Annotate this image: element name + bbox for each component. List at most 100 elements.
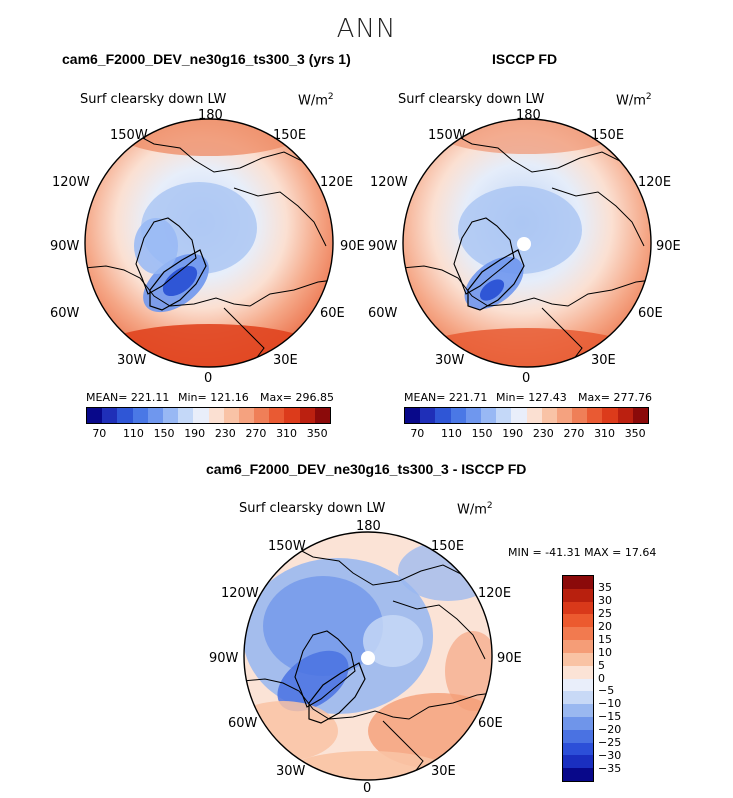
panel-1-lon-150e: 150E bbox=[273, 128, 307, 143]
panel-2-title: ISCCP FD bbox=[492, 51, 558, 67]
season-title: ANN bbox=[336, 14, 397, 44]
panel-1-colorbar-tick-label: 350 bbox=[306, 427, 328, 440]
panel-2-lon-60e: 60E bbox=[638, 306, 663, 321]
panel-1-lon-90e: 90E bbox=[340, 239, 365, 254]
panel-3-colorbar-swatch bbox=[563, 576, 593, 589]
panel-3-colorbar-swatch bbox=[563, 729, 593, 743]
panel-2-lon-120w: 120W bbox=[370, 175, 408, 190]
panel-1-colorbar-swatch bbox=[284, 408, 300, 423]
panel-3-colorbar-tick-label: −35 bbox=[598, 762, 622, 776]
panel-2-colorbar-tick-label: 230 bbox=[532, 427, 554, 440]
panel-3-colorbar-tick-label: −5 bbox=[598, 684, 615, 698]
panel-2-colorbar-swatch bbox=[526, 408, 542, 423]
panel-3-colorbar-tick-label: −10 bbox=[598, 697, 622, 711]
panel-3-colorbar-swatch bbox=[563, 640, 593, 653]
panel-1-colorbar-tick-label: 190 bbox=[184, 427, 206, 440]
panel-2-lon-90w: 90W bbox=[368, 239, 398, 254]
panel-1-lon-60e: 60E bbox=[320, 306, 345, 321]
panel-3-colorbar-swatch bbox=[563, 601, 593, 615]
panel-1-colorbar-tick-label: 230 bbox=[214, 427, 236, 440]
panel-3-colorbar-swatch bbox=[563, 614, 593, 628]
panel-1-lon-180: 180 bbox=[198, 108, 223, 123]
panel-3-colorbar-tick-label: 20 bbox=[598, 619, 612, 633]
panel-2-colorbar-tick-label: 70 bbox=[410, 427, 425, 440]
panel-1-lon-150w: 150W bbox=[110, 128, 148, 143]
panel-2-lon-120e: 120E bbox=[638, 175, 672, 190]
panel-1-colorbar-swatch bbox=[208, 408, 224, 423]
panel-3-colorbar-swatch bbox=[563, 755, 593, 769]
panel-1-colorbar-swatch bbox=[117, 408, 133, 423]
panel-1-colorbar-tick-label: 150 bbox=[153, 427, 175, 440]
panel-3-lon-30w: 30W bbox=[276, 764, 306, 779]
panel-2-colorbar-ticks: 70 110 150 190 230 270 310 350 bbox=[404, 427, 649, 441]
panel-1-mean: MEAN= 221.11 bbox=[86, 391, 170, 404]
panel-2-lon-90e: 90E bbox=[656, 239, 681, 254]
panel-3-colorbar-swatch bbox=[563, 627, 593, 641]
panel-1-lon-120w: 120W bbox=[52, 175, 90, 190]
panel-3-colorbar-tick-label: −30 bbox=[598, 749, 622, 763]
panel-2-min: Min= 127.43 bbox=[496, 391, 567, 404]
panel-1-colorbar-tick-label: 110 bbox=[122, 427, 144, 440]
panel-3-colorbar-swatch bbox=[563, 678, 593, 692]
panel-1-max: Max= 296.85 bbox=[260, 391, 334, 404]
panel-3-lon-180: 180 bbox=[356, 519, 381, 534]
panel-3-colorbar-tick-label: −15 bbox=[598, 710, 622, 724]
panel-2-colorbar-swatch bbox=[496, 408, 512, 423]
panel-2-units: W/m2 bbox=[616, 92, 652, 109]
panel-1-colorbar-tick-label: 70 bbox=[92, 427, 107, 440]
panel-3-colorbar-tick-label: 35 bbox=[598, 580, 612, 594]
panel-1-units: W/m2 bbox=[298, 92, 334, 109]
panel-3-colorbar-ticks: 35 30 25 20 15 10 5 0 −5 −10 −15 −20 −25 −30 −35 bbox=[598, 575, 638, 782]
panel-2-lon-0: 0 bbox=[522, 371, 531, 386]
panel-2-polar-map bbox=[402, 118, 652, 368]
panel-3-variable-label: Surf clearsky down LW bbox=[239, 501, 386, 516]
panel-1-variable-label: Surf clearsky down LW bbox=[80, 92, 227, 107]
panel-2-colorbar-tick-label: 150 bbox=[471, 427, 493, 440]
panel-1-lon-90w: 90W bbox=[50, 239, 80, 254]
panel-2-colorbar-swatch bbox=[541, 408, 557, 423]
panel-3-colorbar-swatch bbox=[563, 704, 593, 717]
panel-2-colorbar-swatch bbox=[617, 408, 633, 423]
panel-3-lon-30e: 30E bbox=[431, 764, 456, 779]
panel-1-colorbar-tick-label: 270 bbox=[245, 427, 267, 440]
panel-2-colorbar bbox=[404, 407, 649, 424]
panel-2-colorbar-swatch bbox=[587, 408, 603, 423]
panel-1-colorbar-swatch bbox=[162, 408, 179, 423]
panel-1-colorbar-tick-label: 310 bbox=[276, 427, 298, 440]
panel-2-colorbar-swatch bbox=[632, 408, 648, 423]
panel-3-colorbar-tick-label: 25 bbox=[598, 606, 612, 620]
panel-2-colorbar-swatch bbox=[435, 408, 451, 423]
panel-3-colorbar-swatch bbox=[563, 742, 593, 756]
panel-1-polar-map bbox=[84, 118, 334, 368]
panel-1-colorbar-swatch bbox=[178, 408, 194, 423]
panel-3-colorbar-swatch bbox=[563, 768, 593, 781]
panel-3-colorbar-swatch bbox=[563, 665, 593, 679]
panel-1-lon-120e: 120E bbox=[320, 175, 354, 190]
panel-3-lon-120w: 120W bbox=[221, 586, 259, 601]
panel-3-colorbar-tick-label: 10 bbox=[598, 645, 612, 659]
panel-2-lon-150e: 150E bbox=[591, 128, 625, 143]
panel-2-lon-30e: 30E bbox=[591, 353, 616, 368]
panel-3-colorbar-swatch bbox=[563, 716, 593, 730]
panel-1-colorbar-swatch bbox=[147, 408, 163, 423]
panel-1-title: cam6_F2000_DEV_ne30g16_ts300_3 (yrs 1) bbox=[62, 51, 351, 67]
panel-2-lon-30w: 30W bbox=[435, 353, 465, 368]
panel-1-lon-0: 0 bbox=[204, 371, 213, 386]
panel-1-colorbar-ticks: 70 110 150 190 230 270 310 350 bbox=[86, 427, 331, 441]
panel-1-lon-30e: 30E bbox=[273, 353, 298, 368]
panel-2-colorbar-swatch bbox=[420, 408, 436, 423]
panel-3-colorbar-swatch bbox=[563, 588, 593, 602]
panel-3-colorbar-tick-label: 30 bbox=[598, 593, 612, 607]
panel-2-colorbar-swatch bbox=[405, 408, 421, 423]
panel-2-colorbar-tick-label: 350 bbox=[624, 427, 646, 440]
panel-3-colorbar-tick-label: 5 bbox=[598, 658, 605, 672]
panel-3-polar-map bbox=[243, 531, 493, 781]
panel-1-lon-60w: 60W bbox=[50, 306, 80, 321]
panel-3-lon-90w: 90W bbox=[209, 651, 239, 666]
panel-3-lon-90e: 90E bbox=[497, 651, 522, 666]
panel-2-colorbar-tick-label: 110 bbox=[440, 427, 462, 440]
panel-2-colorbar-tick-label: 270 bbox=[563, 427, 585, 440]
panel-2-colorbar-swatch bbox=[602, 408, 618, 423]
panel-3-colorbar bbox=[562, 575, 594, 782]
panel-1-colorbar-swatch bbox=[299, 408, 315, 423]
